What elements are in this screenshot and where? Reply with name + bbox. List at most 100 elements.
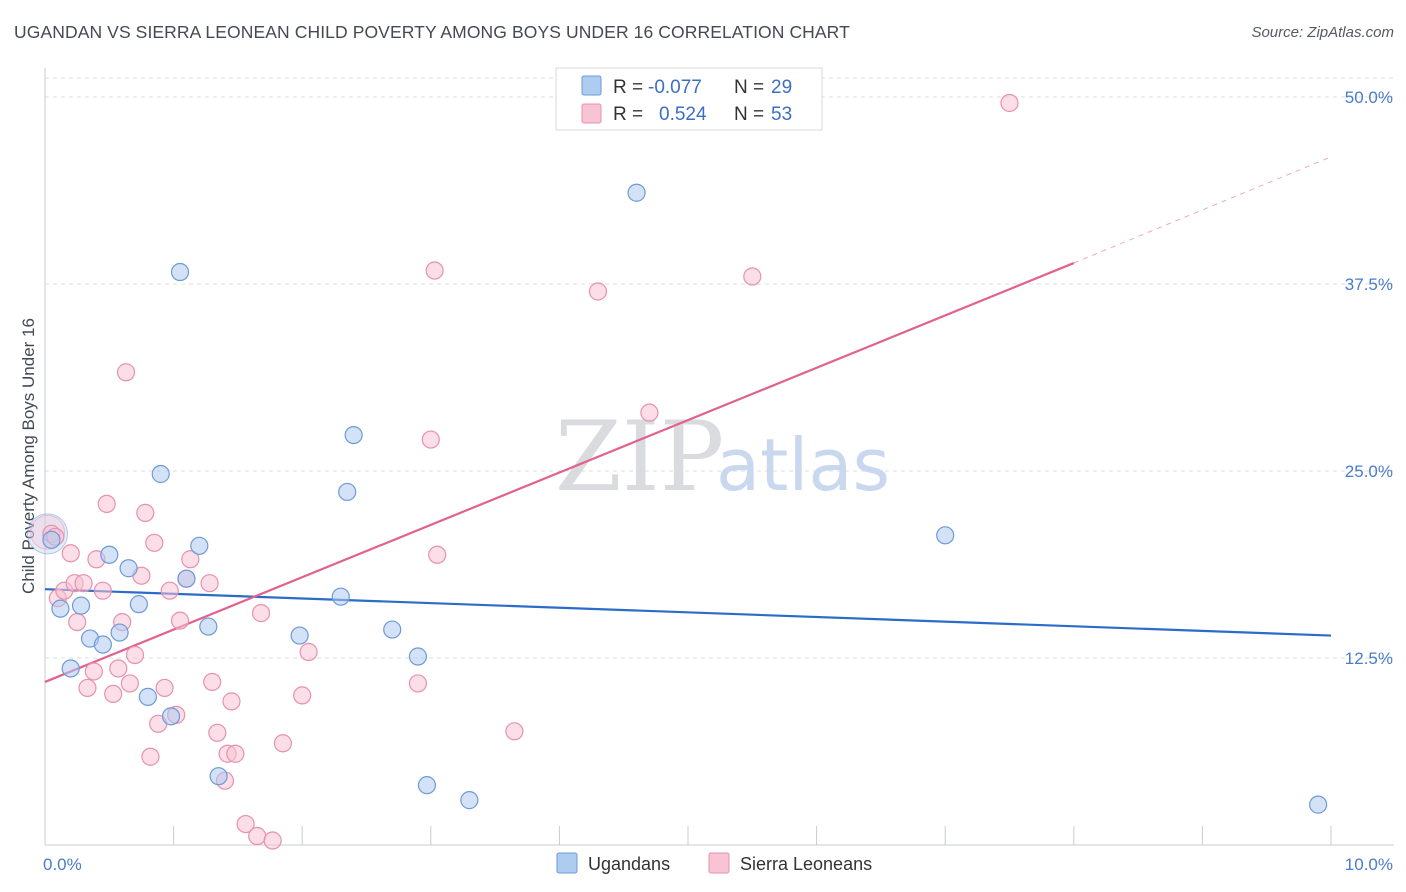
trend-lines bbox=[44, 156, 1332, 683]
point-ugandans-26 bbox=[627, 183, 646, 202]
x-tick-labels: 0.0% 10.0% bbox=[43, 855, 1393, 874]
point-sierra-leoneans-8 bbox=[84, 662, 103, 681]
watermark-zip: ZIP bbox=[555, 401, 724, 513]
point-ugandans-8 bbox=[119, 559, 138, 578]
point-sierra-leoneans-7 bbox=[78, 678, 97, 698]
trend-line-ugandans bbox=[44, 588, 1332, 637]
point-ugandans-1 bbox=[51, 599, 70, 618]
y-axis-label: Child Poverty Among Boys Under 16 bbox=[19, 318, 38, 594]
point-ugandans-5 bbox=[93, 635, 112, 654]
point-sierra-leoneans-19 bbox=[136, 503, 155, 522]
point-ugandans-20 bbox=[338, 482, 357, 502]
legend-r-label-1: R = bbox=[613, 104, 643, 125]
point-sierra-leoneans-37 bbox=[248, 826, 267, 846]
point-ugandans-2 bbox=[61, 659, 80, 678]
point-sierra-leoneans-41 bbox=[293, 686, 312, 705]
point-sierra-leoneans-16 bbox=[120, 674, 139, 693]
legend-n-value-1: 53 bbox=[771, 104, 792, 125]
y-tick-labels: 12.5% 25.0% 37.5% 50.0% bbox=[1345, 88, 1393, 668]
point-sierra-leoneans-29 bbox=[200, 574, 219, 593]
bottom-legend-label-sierra-leoneans: Sierra Leoneans bbox=[740, 854, 872, 874]
point-ugandans-6 bbox=[100, 545, 119, 564]
legend-r-value-0: -0.077 bbox=[648, 77, 702, 98]
point-sierra-leoneans-30 bbox=[203, 672, 222, 692]
point-sierra-leoneans-39 bbox=[263, 831, 282, 850]
source-credit: Source: ZipAtlas.com bbox=[1251, 24, 1394, 41]
trend-line-sierra-leoneans-extension bbox=[1073, 156, 1332, 264]
watermark-atlas: atlas bbox=[716, 423, 890, 507]
y-tick-label-3: 50.0% bbox=[1345, 88, 1393, 107]
point-sierra-leoneans-36 bbox=[236, 814, 255, 834]
legend-n-label-1: N = bbox=[734, 104, 764, 125]
point-ugandans-19 bbox=[331, 587, 350, 606]
legend-n-label-0: N = bbox=[734, 77, 764, 98]
point-sierra-leoneans-6 bbox=[74, 574, 93, 593]
point-sierra-leoneans-17 bbox=[125, 645, 145, 665]
point-ugandans-9 bbox=[129, 595, 148, 614]
point-sierra-leoneans-3 bbox=[61, 544, 80, 563]
grid-lines bbox=[45, 77, 1394, 659]
point-sierra-leoneans-12 bbox=[104, 684, 123, 704]
point-sierra-leoneans-47 bbox=[505, 722, 524, 741]
point-sierra-leoneans-38 bbox=[251, 604, 271, 623]
point-sierra-leoneans-23 bbox=[155, 678, 174, 698]
point-sierra-leoneans-45 bbox=[428, 545, 447, 564]
point-sierra-leoneans-34 bbox=[222, 692, 241, 711]
point-ugandans-16 bbox=[199, 617, 218, 636]
point-sierra-leoneans-21 bbox=[145, 533, 164, 552]
point-ugandans-11 bbox=[151, 464, 170, 484]
legend-n-value-0: 29 bbox=[771, 77, 792, 98]
point-ugandans-22 bbox=[383, 620, 402, 639]
y-tick-label-1: 25.0% bbox=[1345, 462, 1393, 481]
legend-r-label-0: R = bbox=[613, 77, 643, 98]
y-tick-label-2: 37.5% bbox=[1345, 275, 1393, 294]
bottom-legend-label-ugandans: Ugandans bbox=[588, 854, 670, 874]
point-ugandans-7 bbox=[110, 623, 129, 642]
point-sierra-leoneans-11 bbox=[97, 494, 116, 514]
point-ugandans-25 bbox=[460, 791, 479, 810]
point-sierra-leoneans-24 bbox=[160, 581, 179, 600]
point-sierra-leoneans-44 bbox=[425, 261, 444, 280]
point-ugandans-14 bbox=[177, 569, 196, 588]
watermark: ZIP atlas bbox=[555, 401, 890, 513]
x-tick-label-1: 10.0% bbox=[1345, 855, 1393, 874]
point-sierra-leoneans-15 bbox=[116, 363, 136, 382]
y-tick-label-0: 12.5% bbox=[1345, 649, 1393, 668]
point-sierra-leoneans-50 bbox=[743, 267, 762, 286]
point-ugandans-13 bbox=[170, 262, 190, 282]
point-ugandans-23 bbox=[408, 647, 428, 666]
point-sierra-leoneans-26 bbox=[170, 611, 190, 630]
legend-r-value-1: 0.524 bbox=[659, 104, 707, 125]
point-sierra-leoneans-43 bbox=[421, 430, 440, 449]
x-tick-label-0: 0.0% bbox=[43, 855, 82, 874]
point-sierra-leoneans-31 bbox=[208, 723, 227, 742]
bottom-legend-swatch-sierra-leoneans bbox=[708, 852, 730, 874]
point-ugandans-18 bbox=[290, 626, 309, 645]
point-ugandans-0 bbox=[42, 530, 61, 549]
point-sierra-leoneans-20 bbox=[141, 747, 160, 766]
point-sierra-leoneans-48 bbox=[588, 282, 608, 301]
point-ugandans-12 bbox=[161, 707, 181, 726]
bottom-legend: Ugandans Sierra Leoneans bbox=[556, 852, 872, 874]
point-sierra-leoneans-10 bbox=[93, 581, 112, 600]
bottom-legend-swatch-ugandans bbox=[556, 852, 578, 874]
point-ugandans-10 bbox=[138, 687, 157, 706]
chart-title: UGANDAN VS SIERRA LEONEAN CHILD POVERTY … bbox=[14, 22, 850, 42]
point-sierra-leoneans-13 bbox=[109, 659, 128, 678]
point-sierra-leoneans-5 bbox=[68, 612, 87, 632]
point-ugandans-24 bbox=[417, 776, 437, 795]
point-sierra-leoneans-51 bbox=[1000, 93, 1019, 113]
point-sierra-leoneans-46 bbox=[408, 674, 428, 693]
point-sierra-leoneans-42 bbox=[299, 642, 318, 662]
data-points bbox=[27, 93, 1328, 850]
point-ugandans-3 bbox=[71, 596, 91, 615]
point-sierra-leoneans-35 bbox=[226, 744, 245, 763]
legend-swatch-sierra-leoneans bbox=[581, 103, 602, 124]
point-sierra-leoneans-28 bbox=[181, 550, 200, 569]
point-ugandans-15 bbox=[190, 536, 209, 555]
point-sierra-leoneans-49 bbox=[640, 403, 659, 422]
trend-line-sierra-leoneans bbox=[44, 262, 1075, 683]
legend-swatch-ugandans bbox=[581, 75, 602, 96]
point-sierra-leoneans-40 bbox=[273, 734, 293, 753]
